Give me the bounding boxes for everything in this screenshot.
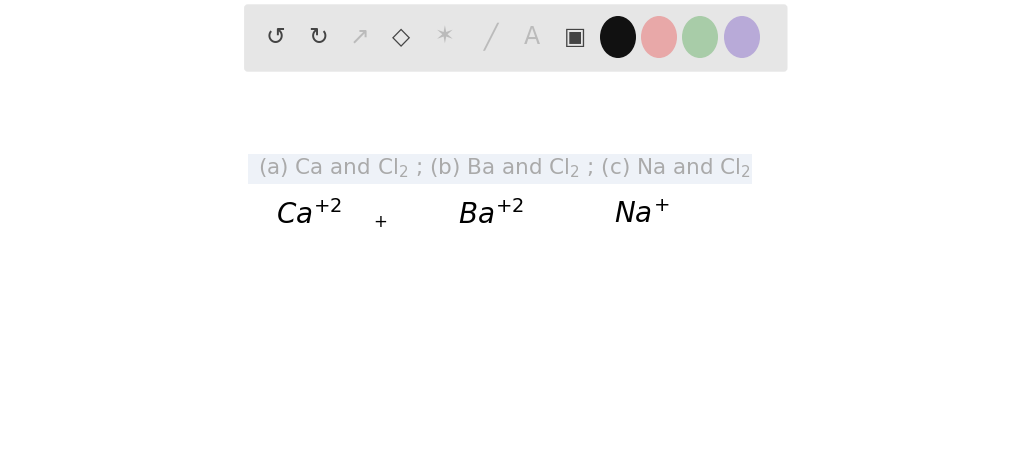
Text: ↗: ↗ [350,25,370,49]
Text: ✶: ✶ [435,25,455,49]
Text: ↺: ↺ [265,25,285,49]
Text: $\mathit{Na}^{+}$: $\mathit{Na}^{+}$ [614,201,670,229]
Text: ▣: ▣ [564,25,586,49]
Ellipse shape [641,16,677,58]
Ellipse shape [600,16,636,58]
Ellipse shape [724,16,760,58]
Text: $\mathit{Ca}^{+2}$: $\mathit{Ca}^{+2}$ [276,200,342,230]
Text: +: + [373,213,387,231]
Text: $\mathit{Ba}^{+2}$: $\mathit{Ba}^{+2}$ [458,200,524,230]
FancyBboxPatch shape [248,154,752,184]
Text: ╱: ╱ [483,23,497,51]
Text: ↻: ↻ [308,25,328,49]
Text: (a) Ca and Cl$_2$ ; (b) Ba and Cl$_2$ ; (c) Na and Cl$_2$: (a) Ca and Cl$_2$ ; (b) Ba and Cl$_2$ ; … [258,156,751,180]
Ellipse shape [682,16,718,58]
Text: ◇: ◇ [392,25,410,49]
Text: A: A [524,25,540,49]
FancyBboxPatch shape [245,5,786,71]
